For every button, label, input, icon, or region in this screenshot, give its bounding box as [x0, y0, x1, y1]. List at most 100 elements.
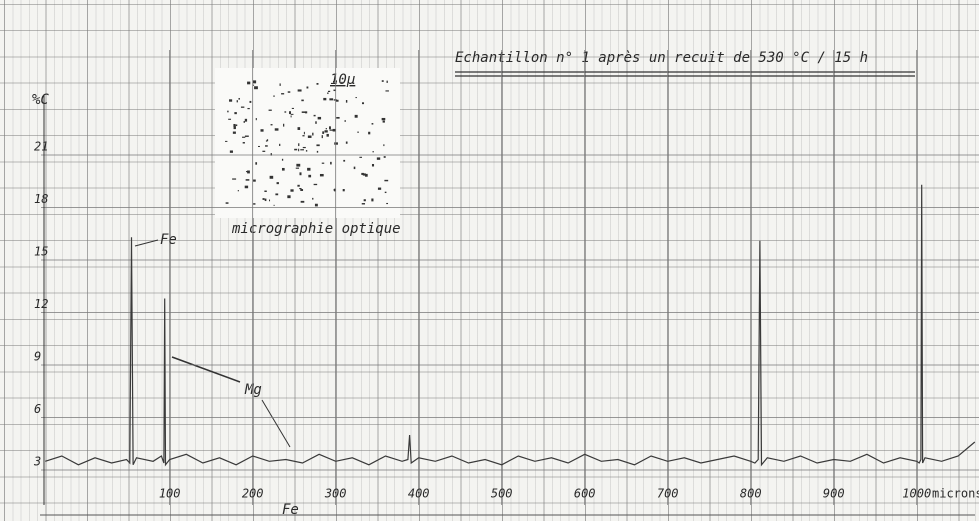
speck	[327, 92, 329, 95]
speck	[333, 89, 336, 92]
speck	[281, 167, 285, 171]
speck	[279, 83, 281, 86]
speck	[235, 124, 238, 127]
speck	[332, 128, 336, 132]
speck	[301, 99, 304, 102]
speck	[244, 135, 249, 137]
speck	[228, 118, 232, 120]
speck	[316, 83, 319, 85]
speck	[298, 148, 300, 152]
speck	[306, 86, 309, 89]
speck	[319, 173, 324, 177]
speck	[302, 135, 305, 137]
speck	[312, 132, 314, 136]
speck	[363, 199, 366, 202]
speck	[227, 110, 229, 113]
speck	[255, 162, 258, 165]
speck	[312, 197, 314, 200]
speck	[298, 143, 300, 147]
speck	[333, 189, 336, 191]
x-tick-label: 200	[242, 487, 264, 501]
speck	[302, 146, 306, 149]
speck	[304, 111, 308, 114]
speck	[265, 145, 268, 147]
speck	[254, 86, 258, 90]
y-tick-label: 15	[34, 245, 48, 259]
speck	[300, 200, 305, 203]
speck	[329, 126, 331, 130]
speck	[364, 173, 368, 177]
x-tick-label: 300	[324, 487, 347, 501]
speck	[361, 203, 366, 205]
speck	[244, 185, 249, 189]
speck	[359, 156, 363, 158]
chart-title: Echantillon n° 1 après un recuit de 530 …	[455, 50, 868, 66]
x-tick-label: 400	[408, 487, 430, 501]
speck	[335, 80, 338, 83]
speck	[237, 190, 239, 192]
speck	[225, 140, 228, 142]
speck	[297, 89, 302, 92]
speck	[384, 179, 389, 182]
speck	[270, 153, 272, 156]
speck	[321, 162, 325, 164]
speck	[273, 95, 275, 97]
speck	[238, 97, 240, 100]
speck	[299, 187, 302, 190]
speck	[325, 128, 327, 130]
speck	[299, 172, 302, 176]
speck	[275, 193, 279, 196]
speck	[371, 198, 374, 202]
speck	[361, 102, 365, 105]
leader-line	[134, 239, 159, 247]
speck	[307, 135, 312, 138]
speck	[225, 202, 229, 204]
speck	[327, 90, 331, 93]
speck	[242, 136, 246, 138]
speck	[232, 131, 236, 134]
speck	[313, 183, 318, 186]
speck	[314, 203, 318, 207]
speck	[244, 118, 248, 122]
speck	[229, 99, 233, 102]
speck	[316, 150, 319, 153]
speck	[279, 143, 281, 147]
speck	[283, 123, 285, 127]
speck	[269, 175, 274, 179]
speck	[383, 156, 386, 158]
speck	[353, 166, 356, 170]
speck	[273, 204, 275, 206]
x-tick-label: 600	[574, 487, 596, 501]
speck	[270, 124, 273, 126]
speck	[269, 199, 271, 202]
speck	[336, 116, 340, 119]
speck	[300, 189, 304, 191]
speck	[330, 161, 332, 165]
speck	[287, 91, 291, 93]
speck	[334, 142, 338, 145]
speck	[341, 81, 343, 84]
speck	[371, 163, 375, 167]
speck	[322, 131, 325, 134]
x-tick-label: 900	[823, 487, 845, 501]
speck	[357, 131, 359, 133]
speck	[236, 100, 238, 103]
speck	[355, 97, 357, 99]
speck	[290, 189, 294, 192]
speck	[333, 99, 337, 101]
speck	[381, 117, 386, 121]
speck	[376, 157, 381, 160]
speck	[295, 167, 300, 169]
speck	[354, 114, 358, 118]
speck	[264, 198, 267, 202]
speck	[281, 93, 285, 95]
speck	[386, 80, 388, 83]
speck	[294, 148, 298, 151]
speck	[233, 123, 236, 127]
speck	[385, 90, 389, 92]
speck	[247, 107, 250, 110]
speck	[361, 172, 364, 175]
speck	[262, 150, 266, 152]
speck	[242, 142, 245, 144]
